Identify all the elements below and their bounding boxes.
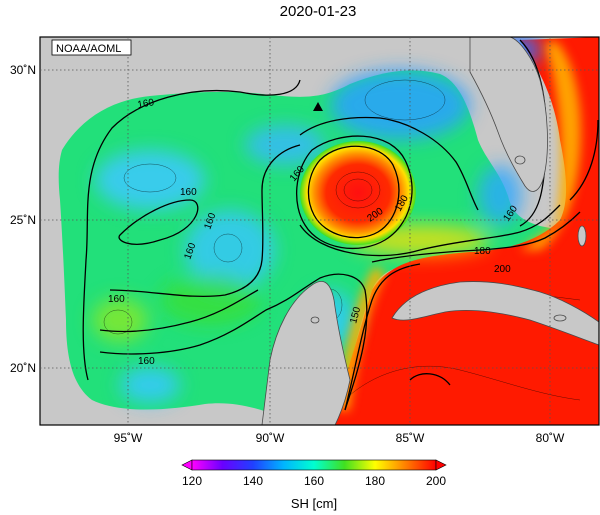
colorbar-low-arrow (181, 459, 193, 471)
lon-tick-label: 80˚W (536, 431, 565, 445)
contour-label: 200 (494, 264, 511, 275)
colorbar-ramp (191, 459, 437, 471)
sea-height-field: 160 160 160 160 160 160 160 160 180 180 … (58, 37, 599, 425)
colorbar: 120 140 160 180 200 SH [cm] (181, 459, 447, 511)
caribbean-water (330, 37, 599, 425)
lon-tick-label: 95˚W (114, 431, 143, 445)
lat-tick-label: 20˚N (10, 361, 36, 375)
contour-label: 150 (348, 305, 363, 324)
contour-label: 160 (137, 97, 156, 111)
triangle-marker (313, 102, 323, 111)
colorbar-tick-label: 200 (426, 474, 446, 488)
coastline (261, 37, 599, 425)
yucatan-land (261, 280, 351, 425)
lon-tick-label: 85˚W (396, 431, 425, 445)
contour-label: 180 (474, 246, 491, 257)
credit-label: NOAA/AOML (56, 43, 121, 55)
colorbar-tick-label: 120 (182, 474, 202, 488)
colorbar-tick-label: 160 (304, 474, 324, 488)
colorbar-high-arrow (435, 459, 447, 471)
colorbar-tick-label: 180 (365, 474, 385, 488)
contour-label: 160 (108, 294, 125, 305)
florida-land (469, 37, 548, 192)
contour-label: 160 (138, 356, 155, 367)
lon-axis: 95˚W 90˚W 85˚W 80˚W (114, 431, 565, 445)
contour-label: 160 (180, 187, 197, 198)
lat-tick-label: 30˚N (10, 63, 36, 77)
map-title: 2020-01-23 (280, 3, 357, 20)
lon-tick-label: 90˚W (256, 431, 285, 445)
lat-axis: 30˚N 25˚N 20˚N (10, 63, 36, 375)
lat-tick-label: 25˚N (10, 213, 36, 227)
colorbar-tick-label: 140 (243, 474, 263, 488)
credit-box (51, 39, 132, 56)
colorbar-title: SH [cm] (291, 496, 337, 511)
contour-lines (82, 39, 599, 411)
plot-frame (39, 36, 600, 426)
graticule (40, 37, 599, 425)
warm-eddy (300, 141, 416, 245)
